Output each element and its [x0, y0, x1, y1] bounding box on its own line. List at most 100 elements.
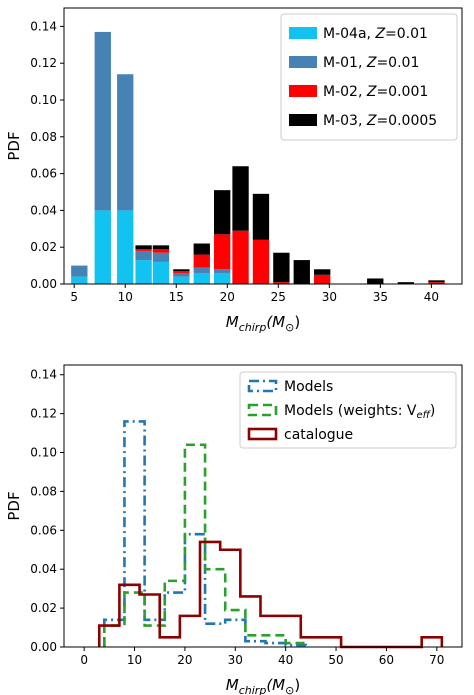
bar-m03-11	[293, 260, 310, 284]
y-axis-label: PDF	[5, 131, 23, 160]
legend-swatch	[289, 27, 317, 39]
y-tick-label: 0.00	[30, 277, 57, 291]
y-tick-label: 0.04	[30, 562, 57, 576]
x-tick-label: 10	[127, 653, 142, 667]
legend-swatch	[289, 114, 317, 126]
bar-m03-10	[273, 252, 290, 283]
axes-frame	[63, 7, 463, 285]
x-tick-label: 10	[118, 290, 133, 304]
bar-m01-1	[94, 31, 111, 211]
bar-m01-6	[193, 267, 210, 273]
y-tick-label: 0.10	[30, 446, 57, 460]
bar-m01-7	[214, 269, 231, 273]
legend-label: M-04a, Z=0.01	[323, 26, 428, 42]
y-tick-label: 0.04	[30, 203, 57, 217]
bar-m03-9	[252, 193, 270, 240]
legend: M-04a, Z=0.01 M-01, Z=0.01 M-02, Z=0.001 M-…	[280, 13, 458, 141]
x-tick-label: 50	[328, 653, 343, 667]
x-tick-label: 5	[70, 290, 78, 304]
legend-swatch	[247, 427, 278, 441]
bar-m01-4	[152, 252, 170, 262]
x-tick-label: 15	[169, 290, 184, 304]
x-tick-label: 40	[424, 290, 439, 304]
top-bar-chart: 5 10 15 20 25 30 35 40 0.00 0.02 0.04 0.06 0.08 0.10 0…	[5, 7, 463, 334]
step-lines	[97, 420, 444, 649]
y-tick-label: 0.08	[30, 484, 57, 498]
x-axis-label: Mchirp(M⊙)	[226, 676, 300, 695]
legend-swatch	[247, 403, 278, 417]
legend-frame	[280, 13, 458, 141]
x-tick-label: 70	[429, 653, 444, 667]
y-tick-label: 0.12	[30, 407, 57, 421]
x-tick-label: 60	[379, 653, 394, 667]
x-tick-label: 30	[228, 653, 243, 667]
plot-area: 5 10 15 20 25 30 35 40 0.00 0.02 0.04 0.06 0.08 0.10 0…	[5, 7, 463, 334]
y-tick-label: 0.02	[30, 240, 57, 254]
bar-m02-8	[232, 230, 249, 284]
legend-frame	[239, 371, 457, 449]
y-tick-label: 0.12	[30, 56, 57, 70]
step-models	[103, 420, 308, 647]
legend-swatch	[247, 379, 278, 393]
bar-m04a-4	[152, 261, 170, 284]
bar-m04a-5	[173, 276, 190, 284]
bar-m03-15	[397, 282, 415, 284]
bar-m03-7	[214, 190, 231, 235]
bar-m04a-7	[214, 272, 231, 284]
legend-label: M-01, Z=0.01	[323, 55, 419, 71]
y-axis-label: PDF	[5, 491, 23, 520]
bar-m03-14	[367, 278, 384, 284]
x-tick-label: 35	[373, 290, 388, 304]
step-models-weights-v	[103, 443, 308, 647]
x-tick-label: 30	[322, 290, 337, 304]
x-tick-label: 25	[271, 290, 286, 304]
y-tick-label: 0.06	[30, 167, 57, 181]
bar-m03-5	[173, 269, 190, 272]
bar-m03-6	[193, 243, 210, 255]
legend-label: M-02, Z=0.001	[323, 84, 428, 100]
x-tick-label: 20	[220, 290, 235, 304]
bar-m04a-6	[193, 272, 210, 284]
legend-label: catalogue	[284, 427, 353, 443]
bar-m02-12	[314, 274, 331, 284]
x-tick-label: 20	[177, 653, 192, 667]
x-tick-label: 40	[278, 653, 293, 667]
bars	[71, 31, 445, 284]
legend-label: Models	[284, 379, 333, 395]
bar-m03-16	[428, 280, 445, 283]
y-tick-label: 0.14	[30, 368, 57, 382]
bar-m01-2	[117, 74, 134, 211]
y-tick-label: 0.08	[30, 130, 57, 144]
bar-m03-4	[152, 245, 170, 250]
bar-m04a-2	[117, 210, 134, 284]
bar-m02-6	[193, 254, 210, 268]
step-catalogue	[97, 540, 444, 649]
bar-m02-9	[252, 239, 270, 284]
legend-label: Models (weights: Veff)	[284, 403, 435, 421]
y-tick-label: 0.02	[30, 601, 57, 615]
legend: Models Models (weights: Veff) catalogue	[239, 371, 457, 449]
y-tick-label: 0.00	[30, 640, 57, 654]
legend-swatch	[289, 85, 317, 97]
axes-frame	[63, 364, 463, 648]
y-tick-label: 0.10	[30, 93, 57, 107]
bar-m03-8	[232, 166, 249, 231]
bar-m03-12	[314, 269, 331, 275]
bottom-step-histogram: 0 10 20 30 40 50 60 70 0.00 0.02 0.04 0.06 0.08 0.10 0…	[5, 364, 463, 695]
legend-swatch	[289, 56, 317, 68]
bar-m02-7	[214, 234, 231, 270]
plot-area: 0 10 20 30 40 50 60 70 0.00 0.02 0.04 0.06 0.08 0.10 0…	[5, 364, 463, 695]
bar-m03-3	[135, 245, 152, 250]
bar-m01-5	[173, 272, 190, 277]
bar-m02-5	[173, 271, 190, 273]
bar-m01-0	[71, 265, 88, 277]
bar-m02-4	[152, 249, 170, 253]
bar-m02-3	[135, 249, 152, 251]
bar-m02-10	[273, 282, 290, 284]
bar-m02-16	[428, 282, 445, 284]
x-axis-label: Mchirp(M⊙)	[226, 313, 300, 334]
bar-m04a-3	[135, 260, 152, 284]
x-tick-label: 0	[80, 653, 88, 667]
y-tick-label: 0.06	[30, 523, 57, 537]
bar-m01-3	[135, 250, 152, 261]
